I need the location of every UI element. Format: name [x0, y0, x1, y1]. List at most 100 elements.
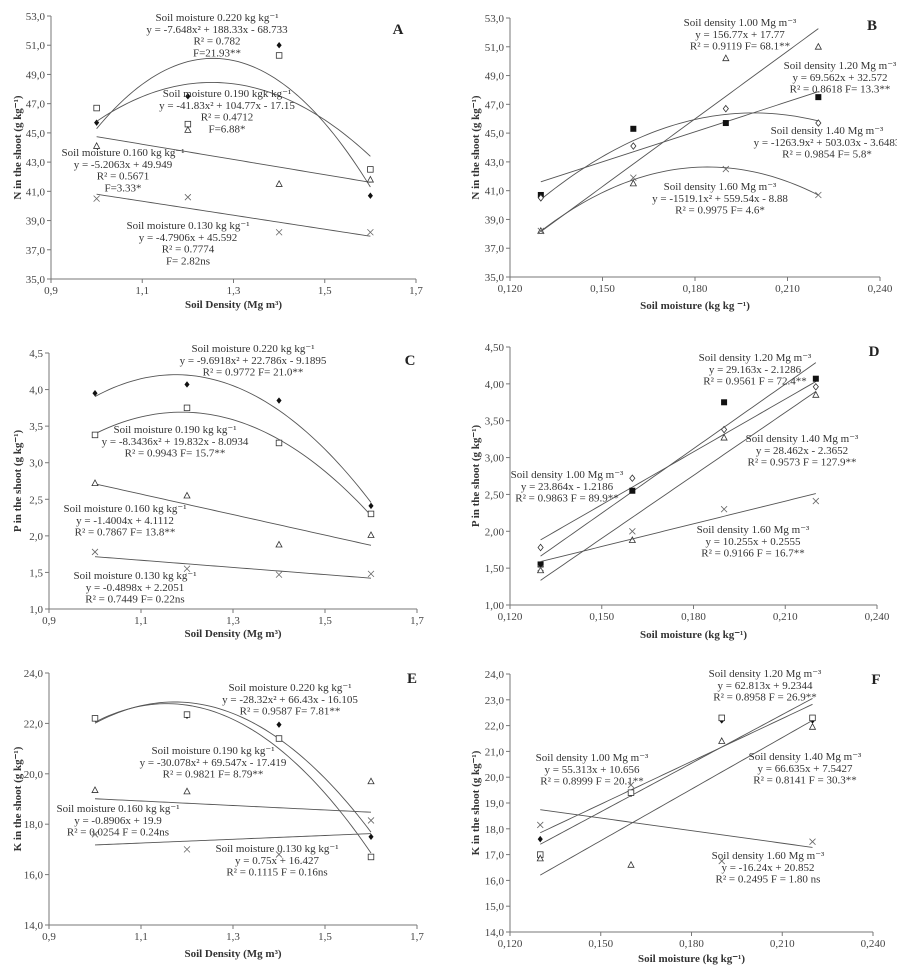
series: Soil moisture 0.220 kg kg⁻¹y = -9.6918x²…: [92, 343, 374, 510]
equation-annotation: R² = 0.7774: [162, 244, 215, 256]
diamond-open-marker: [629, 474, 636, 483]
diamond-filled-marker: [367, 192, 373, 199]
equation-annotation: R² = 0.9943 F= 15.7**: [125, 448, 226, 460]
y-axis-label: N in the shoot (g kg⁻¹): [470, 95, 482, 199]
equation-annotation: y = -9.6918x² + 22.786x - 9.1895: [180, 355, 327, 367]
x-marker: [91, 830, 99, 838]
equation-annotation: Soil moisture 0.160 kg kg⁻¹: [63, 503, 186, 515]
y-tick-label: 2,00: [485, 526, 505, 538]
y-tick-label: 4,5: [29, 348, 43, 360]
diamond-open-marker: [815, 119, 822, 127]
equation-annotation: y = -28.32x² + 66.43x - 16.105: [222, 694, 358, 706]
x-tick-label: 1,1: [134, 615, 148, 627]
x-tick-label: 1,5: [318, 931, 332, 943]
equation-annotation: Soil density 1.40 Mg m⁻³: [771, 125, 884, 137]
equation-annotation: y = 66.635x + 7.5427: [758, 763, 853, 775]
y-tick-label: 2,0: [29, 531, 43, 543]
x-tick-label: 0,9: [44, 285, 58, 297]
panel-A: 35,0 37,0 39,0 41,0 43,0 45,0 47,0 49,0 51,0 53,0…: [12, 11, 423, 311]
equation-annotation: Soil density 1.00 Mg m⁻³: [511, 469, 624, 481]
panel-letter: E: [407, 671, 417, 687]
diamond-filled-marker: [276, 42, 282, 49]
series: Soil density 1.20 Mg m⁻³y = 29.163x - 2.…: [537, 352, 819, 568]
x-marker: [275, 228, 283, 236]
x-tick-label: 1,3: [227, 285, 241, 297]
series: Soil moisture 0.130 kg kg⁻¹y = -0.4898x …: [73, 548, 375, 606]
series: Soil moisture 0.220 kg kg⁻¹y = -7.648x² …: [94, 12, 373, 199]
series: Soil density 1.60 Mg m⁻³y = -1519.1x² + …: [537, 165, 822, 235]
trend-line: [94, 703, 372, 854]
equation-annotation: R² = 0.8958 F = 26.9**: [713, 692, 816, 704]
triangle-open-marker: [814, 42, 823, 50]
y-tick-label: 41,0: [485, 186, 505, 198]
trend-line: [540, 719, 813, 876]
x-tick-label: 0,120: [498, 283, 523, 295]
y-tick-label: 35,0: [26, 274, 46, 286]
equation-annotation: R² = 0.9772 F= 21.0**: [203, 367, 304, 379]
triangle-open-marker: [91, 479, 99, 486]
x-tick-label: 0,180: [681, 611, 706, 623]
x-axis-label: Soil moisture (kg kg ⁻¹): [640, 300, 750, 312]
equation-annotation: y = -0.8906x + 19.9: [74, 815, 162, 827]
x-marker: [722, 165, 730, 173]
square-open-marker: [627, 789, 635, 796]
triangle-open-marker: [627, 860, 635, 868]
y-tick-label: 51,0: [26, 40, 46, 52]
equation-annotation: y = 28.462x - 2.3652: [756, 445, 848, 457]
x-marker: [183, 565, 191, 573]
x-tick-label: 0,120: [498, 611, 523, 623]
equation-annotation: y = -1519.1x² + 559.54x - 8.88: [652, 193, 788, 205]
trend-line: [540, 493, 816, 563]
equation-annotation: R² = 0.9587 F= 7.81**: [240, 706, 341, 718]
triangle-open-marker: [722, 54, 730, 62]
y-tick-label: 45,0: [485, 128, 505, 140]
x-marker: [718, 857, 726, 865]
x-tick-label: 0,9: [42, 931, 56, 943]
square-open-marker: [367, 853, 375, 861]
y-tick-label: 15,0: [485, 901, 505, 913]
x-marker: [627, 781, 635, 789]
triangle-open-marker: [812, 390, 820, 398]
y-tick-label: 37,0: [485, 243, 505, 255]
x-axis-label: Soil moisture (kg kg⁻¹): [640, 629, 747, 641]
triangle-open-marker: [720, 433, 728, 441]
series: Soil moisture 0.160 kg kg⁻¹y = -0.8906x …: [56, 777, 375, 839]
equation-annotation: Soil moisture 0.220 kg kg⁻¹: [228, 682, 351, 694]
trend-line: [540, 381, 817, 541]
y-axis-label: P in the shoot (g kg⁻¹): [12, 430, 24, 533]
trend-line: [94, 374, 372, 503]
triangle-open-marker: [367, 777, 375, 785]
series: Soil density 1.00 Mg m⁻³y = 55.313x + 10…: [536, 703, 816, 843]
diamond-open-marker: [812, 382, 819, 391]
equation-annotation: Soil density 1.20 Mg m⁻³: [709, 668, 822, 680]
square-filled-marker: [721, 399, 728, 406]
trend-line: [540, 698, 813, 845]
triangle-open-marker: [275, 179, 283, 187]
series: Soil density 1.00 Mg m⁻³y = 23.864x - 1.…: [511, 381, 819, 552]
square-open-marker: [93, 104, 100, 112]
x-tick-label: 1,5: [318, 615, 332, 627]
y-tick-label: 23,0: [485, 695, 505, 707]
triangle-open-marker: [184, 125, 192, 133]
triangle-open-marker: [183, 491, 191, 499]
x-marker: [184, 193, 192, 201]
y-tick-label: 3,5: [29, 421, 43, 433]
triangle-open-marker: [808, 722, 817, 730]
x-tick-label: 0,240: [868, 283, 893, 295]
x-marker: [809, 838, 816, 845]
y-tick-label: 1,50: [485, 563, 505, 575]
series: Soil density 1.40 Mg m⁻³y = 66.635x + 7.…: [536, 719, 862, 876]
x-tick-label: 0,120: [498, 938, 523, 950]
y-axis-label: K in the shoot (g kg⁻¹): [470, 750, 482, 855]
y-tick-label: 39,0: [485, 214, 505, 226]
equation-annotation: R² = 0.9119 F= 68.1**: [690, 41, 790, 53]
square-open-marker: [367, 510, 375, 518]
x-tick-label: 0,210: [773, 611, 798, 623]
equation-annotation: Soil density 1.00 Mg m⁻³: [536, 752, 649, 764]
y-tick-label: 43,0: [485, 157, 505, 169]
equation-annotation: R² = 0.8618 F= 13.3**: [790, 84, 891, 96]
trend-line: [540, 166, 819, 232]
equation-annotation: Soil density 1.60 Mg m⁻³: [664, 181, 777, 193]
y-tick-label: 41,0: [26, 186, 46, 198]
